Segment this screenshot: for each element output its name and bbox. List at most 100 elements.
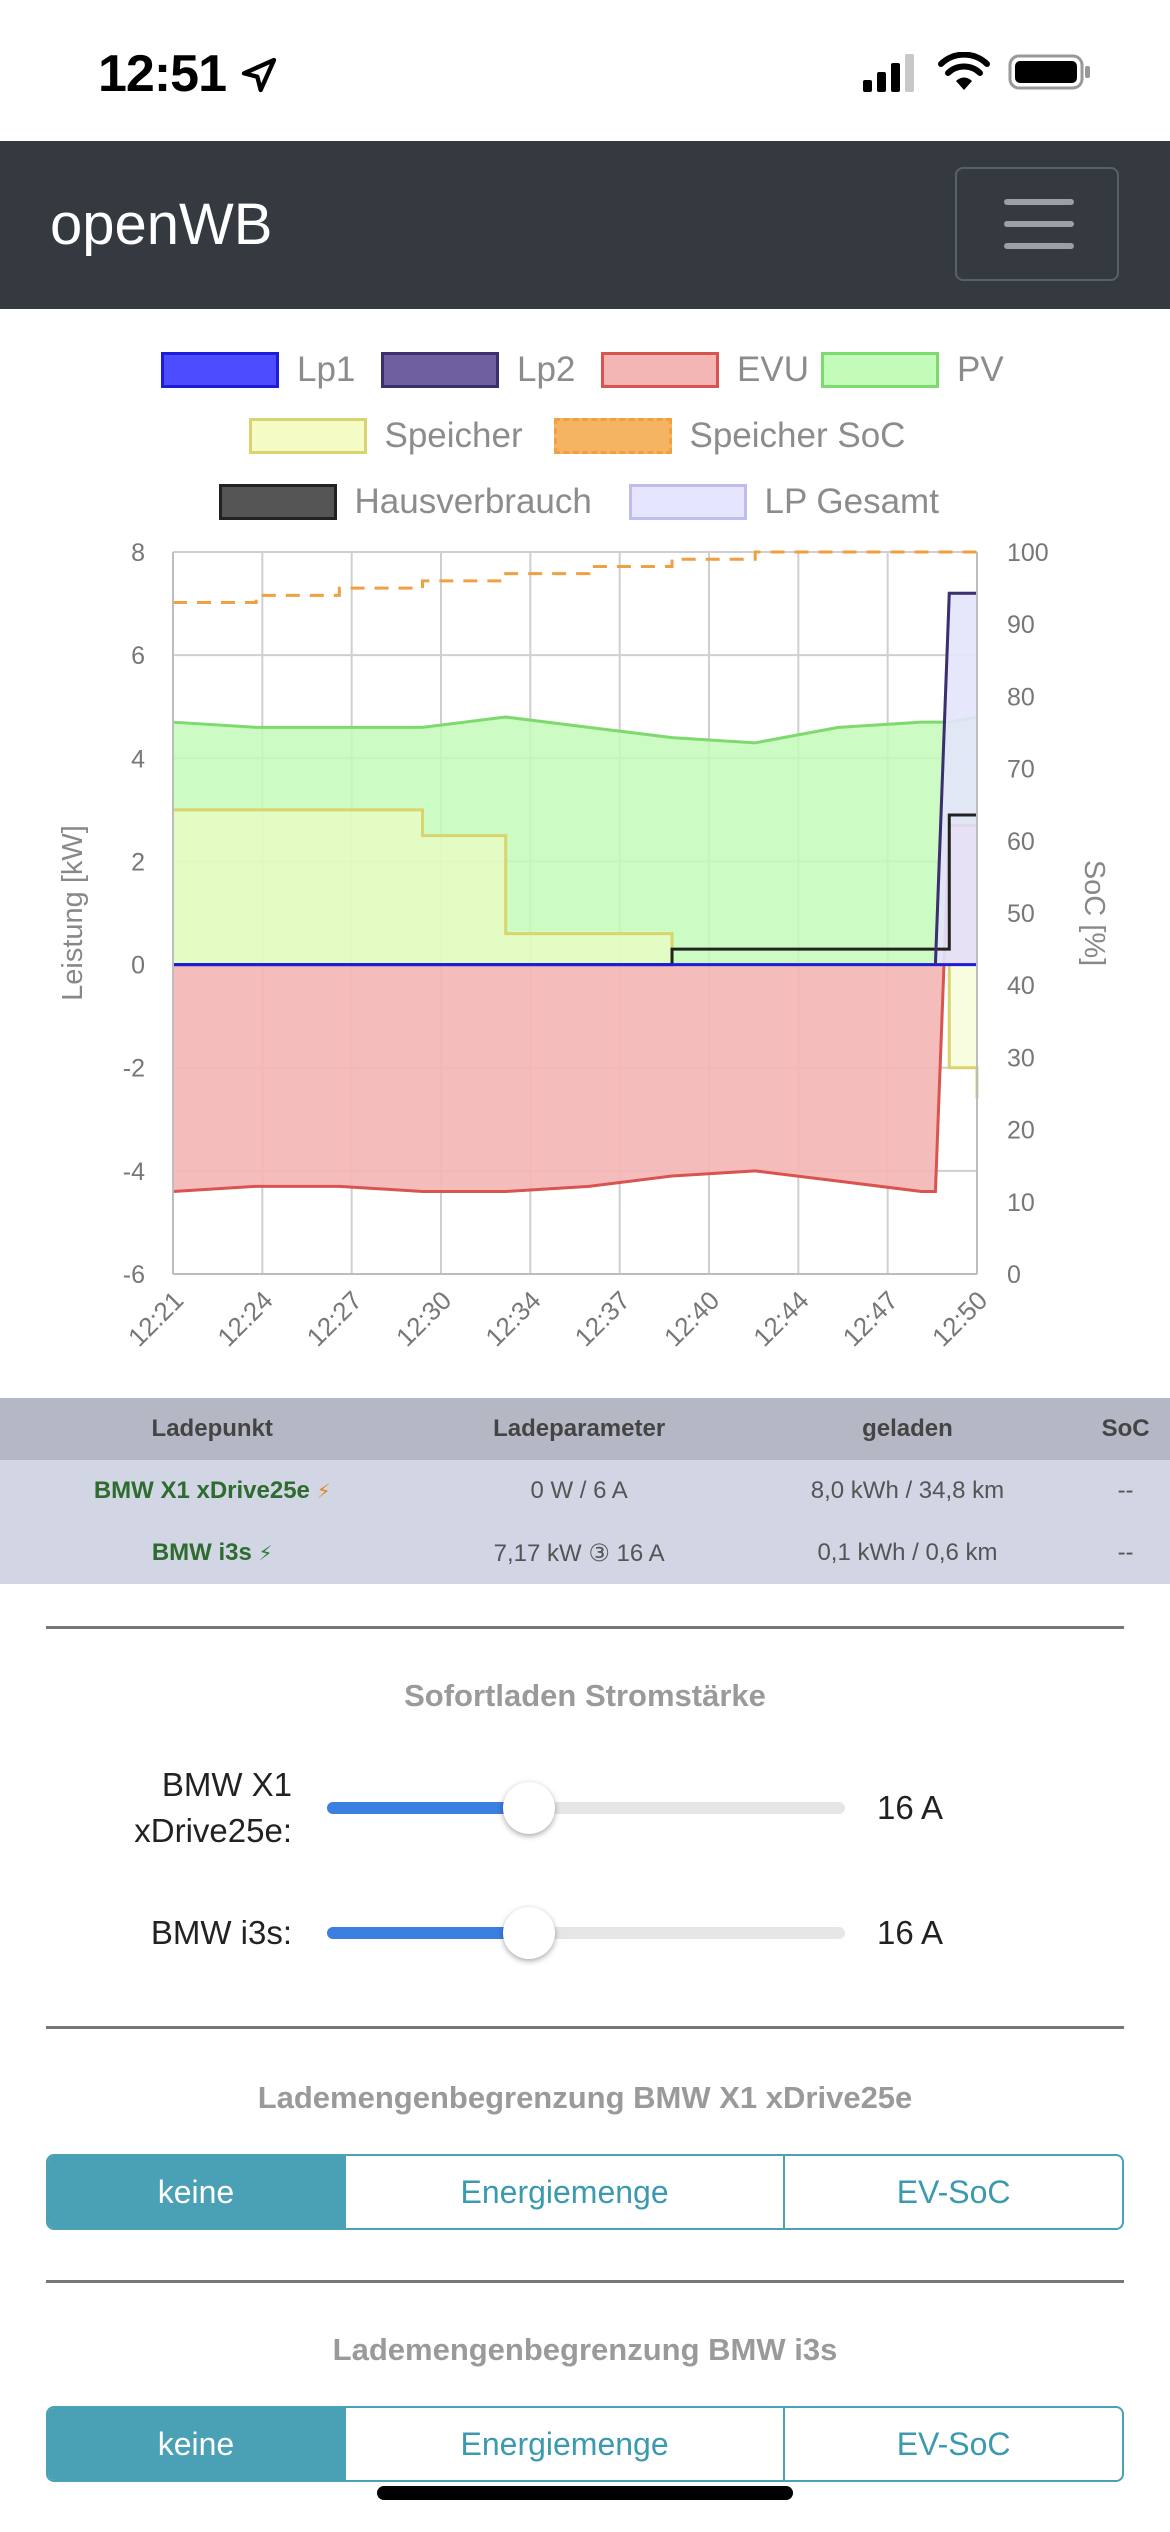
charged-amount: 8,0 kWh / 34,8 km [733,1460,1082,1522]
legend-swatch [248,418,367,454]
slider-label-x1: BMW X1 xDrive25e: [134,1766,292,1849]
app-title[interactable]: openWB [50,192,273,257]
charge-parameter: 7,17 kW ③ 16 A [424,1522,734,1584]
table-row[interactable]: BMW i3s ⚡ 7,17 kW ③ 16 A 0,1 kWh / 0,6 k… [0,1522,1170,1584]
legend-item-pv[interactable]: PV [821,350,1009,392]
slider-thumb[interactable] [503,1907,556,1959]
soc-value: -- [1081,1460,1170,1522]
current-slider-x1[interactable] [327,1782,845,1834]
status-icons [861,51,1092,92]
series-area-speicher [173,809,977,1099]
y2-tick-label: 80 [1007,683,1035,711]
legend-label: Hausverbrauch [354,482,592,521]
col-header-ladeparameter: Ladeparameter [424,1398,734,1460]
y2-tick-label: 60 [1007,828,1035,856]
y-tick-label: -2 [123,1055,145,1083]
vehicle-name: BMW X1 xDrive25e ⚡ [0,1460,425,1522]
legend-swatch [821,352,939,388]
legend-item-lp2[interactable]: Lp2 [381,350,579,392]
legend-item-hausverbrauch[interactable]: Hausverbrauch [218,482,607,524]
slider-value-i3s: 16 A [877,1914,944,1951]
hamburger-icon [1004,199,1074,205]
charge-parameter: 0 W / 6 A [424,1460,734,1522]
series-line-lp2 [933,591,977,965]
legend-swatch [161,352,279,388]
wifi-icon [937,51,990,90]
legend-swatch [601,352,719,388]
y2-tick-label: 70 [1007,756,1035,784]
table-row[interactable]: BMW X1 xDrive25e ⚡ 0 W / 6 A 8,0 kWh / 3… [0,1460,1170,1522]
y2-tick-label: 50 [1007,900,1035,928]
limit-i3s-keine-button[interactable]: keine [48,2408,346,2480]
y-tick-label: 4 [131,745,145,773]
legend-item-speicher[interactable]: Speicher [248,416,532,458]
slider-fill [327,1802,530,1814]
x-tick-label: 12:37 [569,1285,636,1352]
legend-item-speicher-soc[interactable]: Speicher SoC [553,416,922,458]
limit-i3s-button-group: keine Energiemenge EV-SoC [46,2406,1124,2482]
y-tick-label: 2 [131,848,145,876]
slider-label-i3s: BMW i3s: [150,1914,292,1951]
legend-swatch [628,484,747,520]
section-divider [46,2280,1124,2283]
limit-x1-evsoc-button[interactable]: EV-SoC [896,2173,1011,2210]
vehicle-name: BMW i3s ⚡ [0,1522,425,1584]
limit-x1-keine-button[interactable]: keine [48,2156,346,2228]
x-tick-label: 12:34 [479,1285,546,1352]
y-tick-label: 8 [131,539,145,567]
x-tick-label: 12:27 [301,1285,368,1352]
x-tick-label: 12:21 [122,1285,189,1352]
legend-label: Speicher [384,416,523,455]
navbar: openWB [0,141,1170,309]
y2-tick-label: 30 [1007,1044,1035,1072]
y2-tick-label: 90 [1007,611,1035,639]
legend-label: Lp1 [297,350,356,389]
home-indicator [377,2486,793,2500]
series-line-evu [172,823,977,1193]
x-tick-label: 12:50 [926,1285,993,1352]
col-header-soc: SoC [1081,1398,1170,1460]
y-axis-label: Leistung [kW] [57,825,89,1001]
current-slider-i3s[interactable] [327,1907,845,1959]
location-arrow-icon [242,57,277,93]
legend-swatch [218,484,337,520]
x-tick-label: 12:47 [837,1285,904,1352]
plug-icon: ⚡ [316,1481,331,1503]
legend-item-lp1[interactable]: Lp1 [161,350,359,392]
charge-point-table: Ladepunkt Ladeparameter geladen SoC BMW … [0,1398,1170,1584]
x-tick-label: 12:24 [211,1285,278,1352]
limit-i3s-evsoc-button[interactable]: EV-SoC [896,2425,1011,2462]
legend-item-lp-gesamt[interactable]: LP Gesamt [628,482,952,524]
menu-toggle-button[interactable] [955,167,1119,281]
legend-label: Lp2 [517,350,576,389]
y-tick-label: -4 [123,1158,145,1186]
series-line-speicher-soc [173,550,977,605]
charged-amount: 0,1 kWh / 0,6 km [733,1522,1082,1584]
status-time: 12:51 [98,44,279,104]
status-bar: 12:51 [0,0,1170,141]
limit-x1-energiemenge-button[interactable]: Energiemenge [346,2156,786,2228]
y2-tick-label: 20 [1007,1117,1035,1145]
y2-axis-label: SoC [%] [1078,860,1110,966]
y-tick-label: -6 [123,1261,145,1289]
legend-label: EVU [737,350,809,389]
soc-value: -- [1081,1522,1170,1584]
legend-item-evu[interactable]: EVU [601,350,809,392]
limit-i3s-energiemenge-button[interactable]: Energiemenge [346,2408,786,2480]
col-header-geladen: geladen [733,1398,1082,1460]
y2-tick-label: 0 [1007,1261,1021,1289]
x-tick-label: 12:40 [658,1285,725,1352]
y2-tick-label: 10 [1007,1189,1035,1217]
battery-icon [1008,54,1090,90]
legend-swatch [381,352,499,388]
x-tick-label: 12:30 [390,1285,457,1352]
legend-label: Speicher SoC [689,416,906,455]
col-header-ladepunkt: Ladepunkt [0,1398,425,1460]
table-header-row: Ladepunkt Ladeparameter geladen SoC [0,1398,1170,1460]
legend-label: LP Gesamt [764,482,939,521]
legend-swatch [553,418,672,454]
cellular-signal-icon [863,54,915,92]
limit-x1-button-group: keine Energiemenge EV-SoC [46,2154,1124,2230]
slider-thumb[interactable] [503,1782,556,1834]
